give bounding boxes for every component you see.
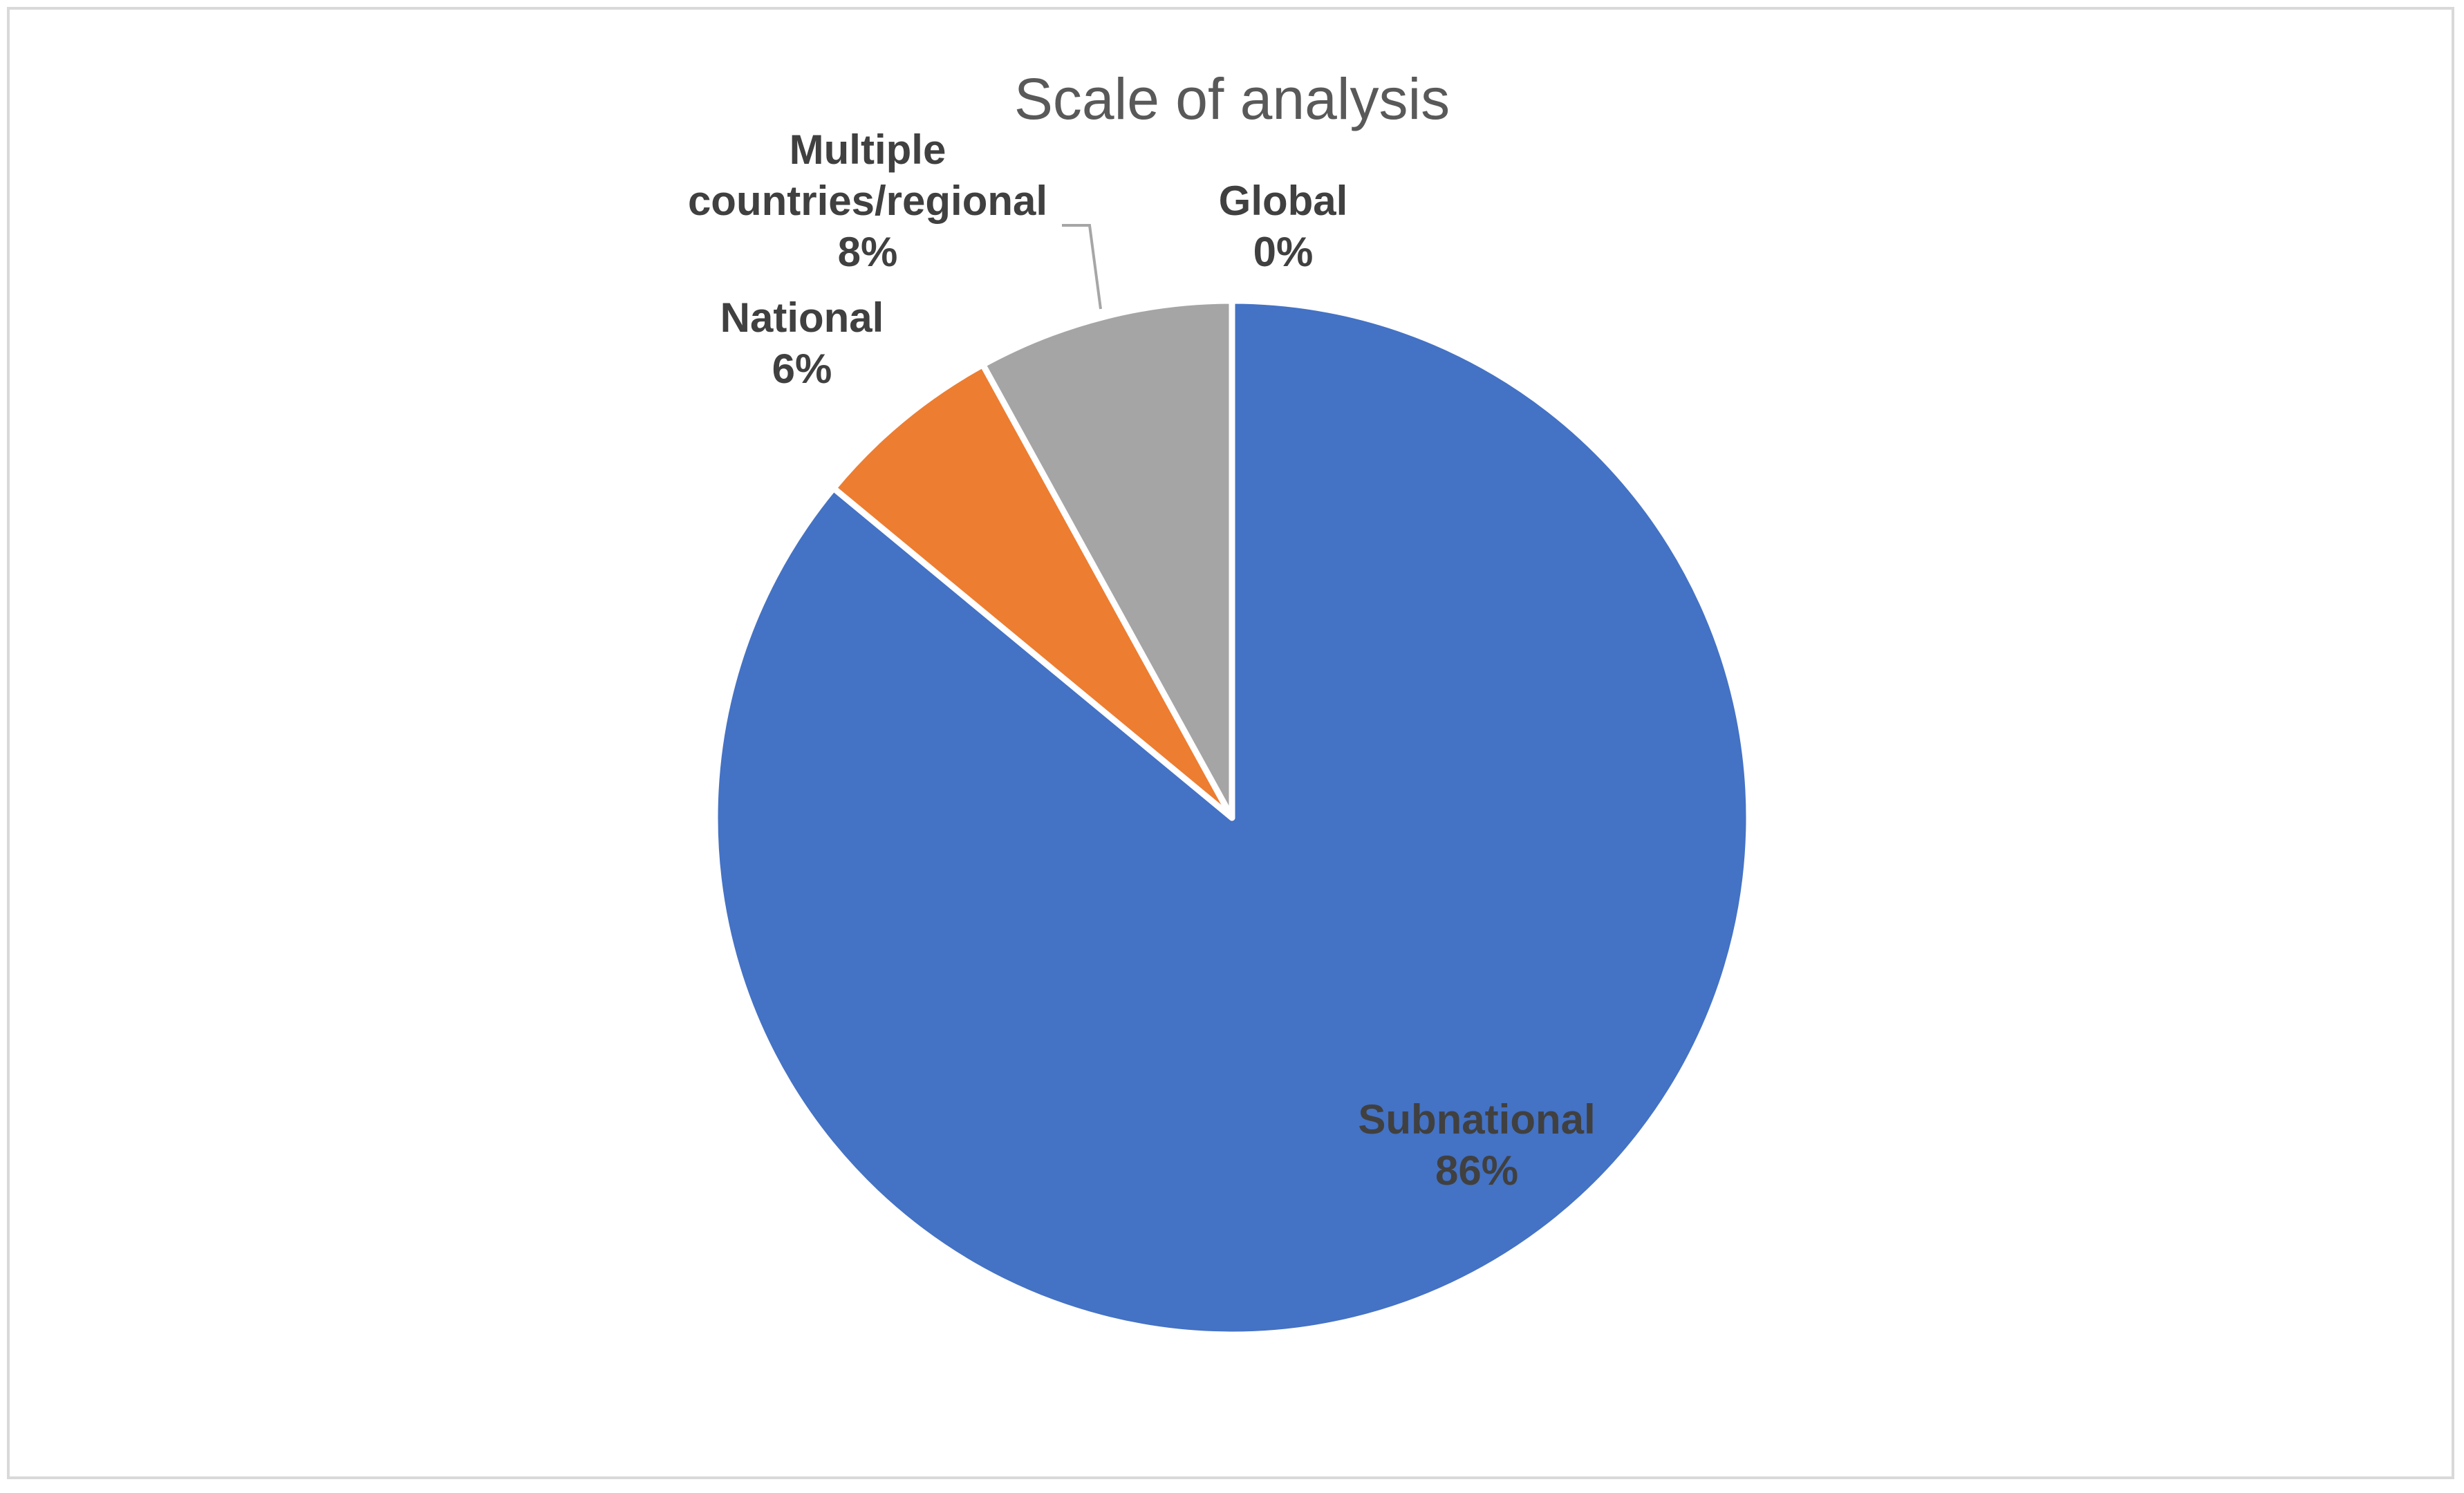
data-label-national: National 6%	[720, 294, 884, 392]
leader-lines	[1062, 224, 1102, 310]
pie-slice-multiple-countries-regional	[980, 297, 1235, 821]
leader-line-multiple-countries-regional	[1062, 224, 1102, 310]
chart-title: Scale of analysis	[1014, 66, 1450, 131]
data-label-subnational: Subnational 86%	[1358, 1096, 1595, 1194]
pie-slice-national	[830, 361, 1235, 821]
data-labels: Subnational 86% National 6% Multiple countrie…	[688, 126, 1596, 1194]
data-label-multiple-countries-regional: Multiple countries/regional 8%	[688, 126, 1047, 275]
pie-slices	[711, 297, 1753, 1338]
data-label-global: Global 0%	[1219, 178, 1348, 275]
